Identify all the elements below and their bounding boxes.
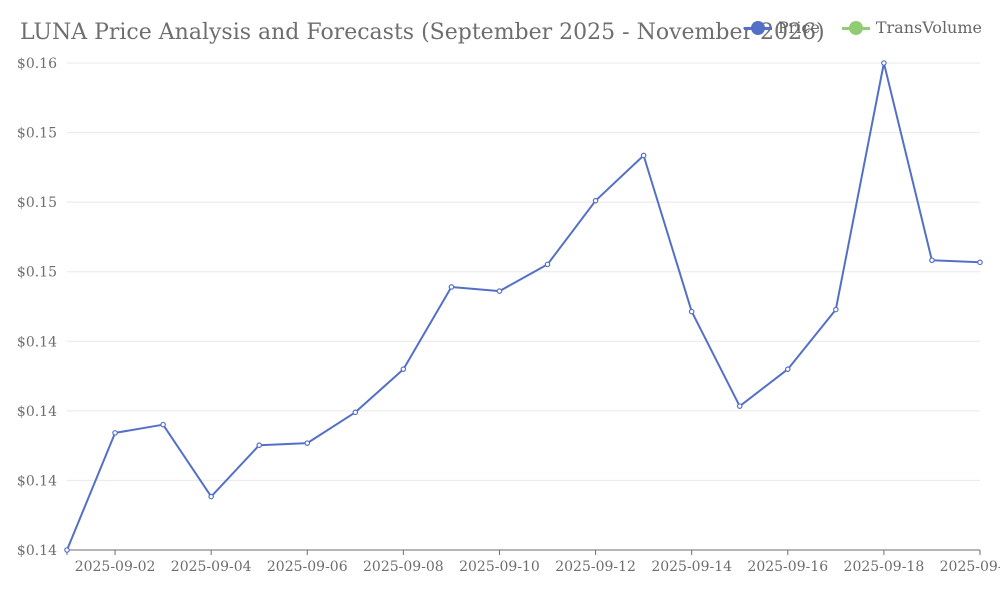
x-tick-label: 2025-09-10 bbox=[459, 559, 540, 575]
y-tick-label: $0.14 bbox=[17, 473, 57, 489]
legend: Price TransVolume bbox=[743, 18, 982, 37]
y-tick-label: $0.15 bbox=[17, 265, 57, 281]
legend-swatch-price bbox=[743, 20, 772, 35]
data-point-price bbox=[400, 366, 407, 372]
data-point-price bbox=[640, 152, 647, 159]
data-point-price bbox=[688, 308, 695, 315]
x-tick-label: 2025-09-12 bbox=[555, 559, 636, 575]
legend-item-price[interactable]: Price bbox=[743, 18, 820, 37]
y-tick-label: $0.14 bbox=[17, 543, 57, 559]
data-point-price bbox=[881, 60, 887, 66]
x-tick-label: 2025-09-04 bbox=[171, 559, 252, 575]
data-point-price bbox=[64, 547, 70, 553]
data-point-price bbox=[448, 284, 455, 290]
legend-label-price: Price bbox=[777, 18, 820, 37]
data-point-price bbox=[304, 440, 311, 446]
data-point-price bbox=[112, 430, 118, 436]
legend-swatch-transvolume bbox=[841, 20, 870, 35]
data-point-price bbox=[160, 421, 166, 428]
data-point-price bbox=[784, 366, 791, 372]
data-point-price bbox=[544, 261, 551, 268]
series-line-price bbox=[66, 62, 981, 551]
data-point-price bbox=[977, 259, 983, 266]
y-tick-label: $0.14 bbox=[17, 334, 57, 350]
data-point-price bbox=[833, 306, 839, 313]
x-tick-label: 2025-09-16 bbox=[747, 559, 828, 575]
legend-label-transvolume: TransVolume bbox=[875, 18, 982, 37]
data-point-price bbox=[352, 409, 359, 416]
data-point-price bbox=[592, 197, 599, 204]
y-tick-label: $0.15 bbox=[17, 195, 57, 211]
data-point-price bbox=[208, 493, 214, 500]
x-tick-label: 2025-09-06 bbox=[267, 559, 348, 575]
x-tick-label: 2025-09-08 bbox=[363, 559, 444, 575]
y-tick-label: $0.15 bbox=[17, 126, 57, 142]
x-tick-label: 2025-09-18 bbox=[844, 559, 925, 575]
x-tick-label: 2025-09-20 bbox=[940, 559, 1000, 575]
chart-title: LUNA Price Analysis and Forecasts (Septe… bbox=[20, 20, 825, 45]
y-tick-label: $0.14 bbox=[17, 404, 57, 420]
x-tick-label: 2025-09-02 bbox=[75, 559, 156, 575]
data-point-price bbox=[496, 288, 503, 294]
data-point-price bbox=[256, 442, 263, 449]
data-point-price bbox=[736, 403, 743, 409]
x-tick-label: 2025-09-14 bbox=[651, 559, 732, 575]
legend-item-transvolume[interactable]: TransVolume bbox=[841, 18, 982, 37]
y-tick-label: $0.16 bbox=[17, 56, 57, 72]
data-point-price bbox=[929, 257, 935, 264]
